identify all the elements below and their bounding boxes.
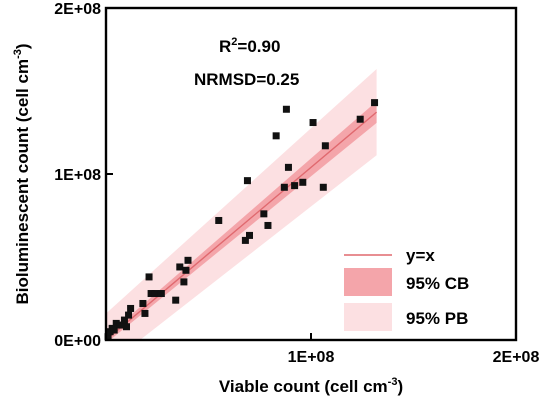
data-point	[127, 304, 135, 312]
data-point	[182, 266, 190, 274]
data-point	[264, 221, 272, 229]
legend-pb-label: 95% PB	[406, 309, 468, 328]
data-point	[243, 177, 251, 185]
legend-cb-swatch	[344, 268, 392, 296]
data-point	[215, 216, 223, 224]
data-point	[139, 299, 147, 307]
data-point	[172, 296, 180, 304]
data-point	[151, 290, 159, 298]
data-point	[112, 319, 120, 327]
x-tick-label: 2E+08	[493, 349, 540, 366]
data-point	[116, 321, 124, 329]
confidence-bands	[106, 68, 378, 340]
x-axis-label: Viable count (cell cm-3)	[219, 376, 403, 396]
y-tick-label: 2E+08	[54, 1, 101, 18]
data-point	[157, 290, 165, 298]
data-point	[321, 142, 329, 150]
data-point	[123, 323, 130, 331]
data-point	[180, 278, 188, 286]
data-points	[104, 99, 379, 341]
data-point	[176, 263, 184, 271]
data-point	[125, 311, 133, 319]
data-point	[141, 309, 149, 317]
data-point	[284, 163, 292, 171]
data-point	[291, 182, 299, 190]
data-point	[282, 105, 290, 113]
data-point	[241, 236, 249, 244]
data-point	[246, 231, 253, 239]
y-axis-label: Bioluminescent count (cell cm-3)	[12, 43, 32, 304]
data-point	[309, 119, 317, 127]
fit-line	[106, 111, 378, 340]
confidence-band	[106, 101, 377, 340]
y-tick-label: 1E+08	[54, 167, 101, 184]
axis-ticks: 1E+08 2E+08 0E+00 1E+08 2E+08	[54, 1, 539, 366]
data-point	[280, 183, 288, 191]
data-point	[145, 273, 153, 281]
data-point	[272, 132, 280, 140]
y-tick-label: 0E+00	[54, 333, 101, 350]
data-point	[319, 183, 327, 191]
legend-line-label: y=x	[406, 246, 435, 265]
legend: y=x 95% CB 95% PB	[344, 246, 469, 331]
data-point	[110, 326, 118, 334]
nrmsd-annotation: NRMSD=0.25	[194, 70, 299, 89]
r-squared-annotation: R2=0.90	[219, 36, 280, 56]
data-point	[260, 210, 268, 218]
legend-pb-swatch	[344, 303, 392, 331]
data-point	[371, 99, 379, 107]
x-tick-label: 1E+08	[288, 349, 335, 366]
data-point	[356, 115, 364, 123]
prediction-band	[106, 68, 377, 340]
data-point	[184, 256, 192, 264]
data-point	[120, 316, 128, 324]
legend-cb-label: 95% CB	[406, 274, 469, 293]
data-point	[104, 333, 112, 341]
data-point	[299, 178, 307, 186]
data-point	[147, 290, 155, 298]
